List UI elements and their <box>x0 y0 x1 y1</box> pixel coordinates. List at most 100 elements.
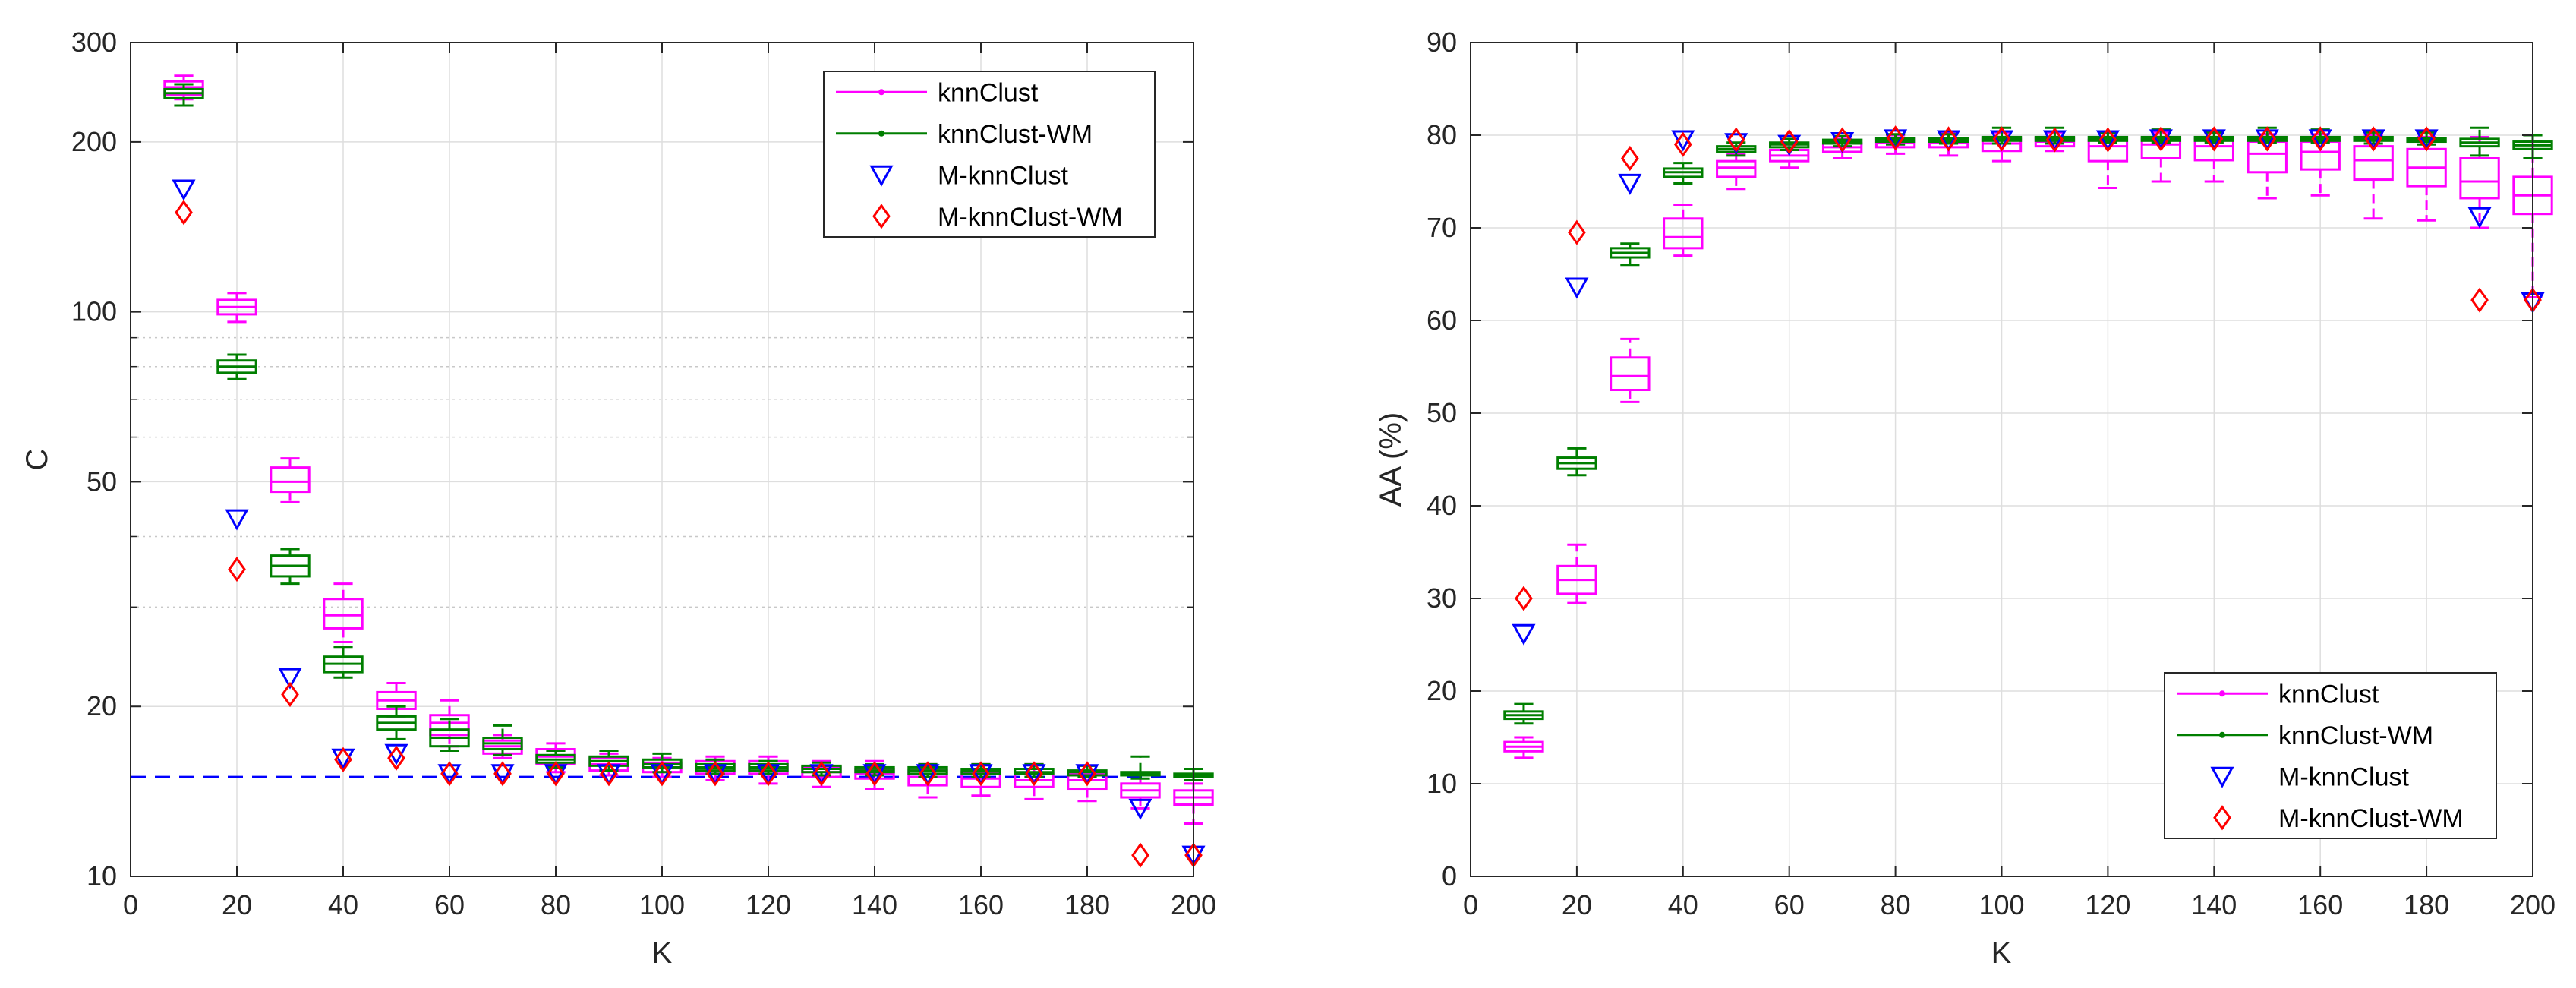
marker-m-knnclust <box>969 764 993 786</box>
marker-m-knnclust-wm <box>228 556 246 582</box>
marker-m-knnclust <box>1884 129 1908 151</box>
marker-m-knnclust <box>703 764 727 786</box>
marker-m-knnclust <box>2095 130 2120 152</box>
y-tick-label: 20 <box>87 690 117 721</box>
x-tick-label: 160 <box>2297 889 2343 920</box>
marker-m-knnclust-wm <box>2205 126 2224 152</box>
marker-m-knnclust-wm <box>865 761 884 787</box>
marker-m-knnclust-wm <box>1515 586 1533 611</box>
box-knnclust-k10 <box>1503 736 1544 759</box>
box-body <box>1716 159 1757 178</box>
marker-m-knnclust-wm <box>547 761 565 787</box>
marker-m-knnclust-wm <box>1780 128 1799 155</box>
marker-m-knnclust-wm <box>1131 842 1149 868</box>
left-legend: knnClust knnClust-WM M-knnClust M-knnClust-… <box>823 71 1156 238</box>
marker-m-knnclust <box>1618 173 1642 195</box>
x-tick-label: 200 <box>2510 889 2556 920</box>
y-tick-label: 50 <box>1427 397 1457 428</box>
x-tick-label: 140 <box>852 889 897 920</box>
right-x-axis-label: K <box>1991 936 2012 970</box>
x-tick-label: 0 <box>123 889 138 920</box>
marker-m-knnclust-wm <box>1939 126 1958 152</box>
marker-m-knnclust <box>1022 764 1046 786</box>
left-ticks: 0 20 40 60 80 100 120 140 160 180 200 10 20 50 100 200 3… <box>71 27 1216 920</box>
x-tick-label: 120 <box>746 889 791 920</box>
box-knnclust-wm-k10 <box>1503 702 1544 725</box>
marker-m-knnclust <box>490 764 515 786</box>
box-body <box>323 598 364 630</box>
legend-swatch-marker <box>2210 766 2234 788</box>
x-tick-label: 160 <box>958 889 1004 920</box>
legend-label: M-knnClust <box>938 161 1068 190</box>
marker-m-knnclust-wm <box>653 761 671 787</box>
y-tick-label: 10 <box>1427 768 1457 799</box>
legend-label: M-knnClust <box>2278 762 2409 791</box>
marker-m-knnclust-wm <box>972 761 990 787</box>
box-knnclust-wm-k190 <box>2459 126 2500 157</box>
box-knnclust-wm-k180 <box>2406 131 2447 146</box>
marker-m-knnclust-wm <box>1992 126 2011 152</box>
marker-m-knnclust <box>1128 798 1152 820</box>
marker-m-knnclust-wm <box>812 761 831 787</box>
marker-m-knnclust-wm <box>1673 131 1692 157</box>
marker-m-knnclust <box>2361 129 2385 151</box>
x-tick-label: 60 <box>434 889 465 920</box>
marker-m-knnclust-wm <box>2311 126 2330 152</box>
y-tick-label: 90 <box>1427 27 1457 58</box>
marker-m-knnclust-wm <box>1726 127 1745 153</box>
marker-m-knnclust <box>2042 130 2067 152</box>
legend-label: knnClust-WM <box>2278 721 2433 750</box>
legend-label: knnClust <box>938 78 1039 107</box>
y-tick-label: 200 <box>71 126 117 157</box>
y-tick-label: 50 <box>87 466 117 497</box>
box-knnclust-k50 <box>1716 152 1757 191</box>
series-m-knnclust-wm <box>175 200 1203 868</box>
marker-m-knnclust <box>225 509 249 531</box>
y-tick-label: 70 <box>1427 212 1457 243</box>
marker-m-knnclust-wm <box>2045 127 2064 153</box>
y-tick-label: 300 <box>71 27 117 58</box>
legend-swatch-dot <box>2219 731 2225 738</box>
marker-m-knnclust <box>1937 130 1961 152</box>
marker-m-knnclust <box>597 764 621 786</box>
y-tick-label: 80 <box>1427 119 1457 150</box>
marker-m-knnclust-wm <box>1621 145 1639 172</box>
legend-swatch-dot <box>878 130 884 137</box>
marker-m-knnclust-wm <box>281 681 299 708</box>
marker-m-knnclust <box>2467 207 2492 229</box>
marker-m-knnclust <box>2414 129 2439 151</box>
x-tick-label: 40 <box>328 889 358 920</box>
marker-m-knnclust-wm <box>706 761 724 787</box>
x-tick-label: 100 <box>639 889 685 920</box>
marker-m-knnclust <box>172 179 196 201</box>
box-knnclust-wm-k170 <box>2353 131 2394 145</box>
marker-m-knnclust <box>809 764 834 786</box>
box-knnclust-wm-k90 <box>1928 133 1969 145</box>
legend-swatch-dot <box>878 89 884 96</box>
marker-m-knnclust <box>1512 623 1536 646</box>
legend-swatch-marker <box>2213 805 2231 831</box>
x-tick-label: 180 <box>2404 889 2449 920</box>
marker-m-knnclust-wm <box>600 761 618 787</box>
chart-left-number-of-clusters: 0 20 40 60 80 100 120 140 160 180 200 10 20 50 100 200 3… <box>20 27 1216 970</box>
box-knnclust-wm-k70 <box>482 724 523 756</box>
marker-m-knnclust <box>544 764 568 786</box>
marker-m-knnclust <box>437 764 462 786</box>
marker-m-knnclust <box>756 764 780 786</box>
marker-m-knnclust <box>650 764 674 786</box>
right-y-axis-label: AA (%) <box>1374 412 1408 507</box>
marker-m-knnclust-wm <box>175 200 193 226</box>
marker-m-knnclust-wm <box>387 745 405 771</box>
legend-swatch-dot <box>2219 690 2225 697</box>
marker-m-knnclust <box>278 668 302 690</box>
x-tick-label: 40 <box>1668 889 1698 920</box>
marker-m-knnclust-wm <box>2417 126 2436 152</box>
marker-m-knnclust <box>916 764 940 786</box>
left-markers <box>172 179 1206 868</box>
box-knnclust-k30 <box>1610 337 1651 403</box>
legend-label: knnClust-WM <box>938 120 1093 149</box>
right-legend: knnClust knnClust-WM M-knnClust M-knnClust-… <box>2164 672 2497 839</box>
marker-m-knnclust <box>2202 129 2226 151</box>
marker-m-knnclust-wm <box>1568 219 1586 245</box>
